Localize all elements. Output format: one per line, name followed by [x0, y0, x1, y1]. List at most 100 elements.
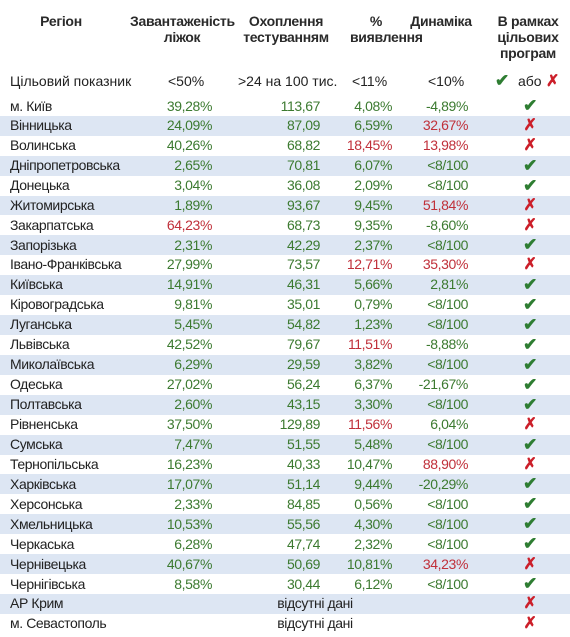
- table-row: Запорізька 2,31% 42,29 2,37% <8/100 ✔: [0, 235, 570, 255]
- detection-cell: 1,23%: [342, 314, 408, 335]
- beds-cell: 24,09%: [140, 116, 234, 136]
- dynamics-cell: -8,88%: [426, 336, 468, 353]
- detection-cell: 2,32%: [354, 535, 392, 552]
- program-status-cell: ✔: [490, 274, 570, 295]
- check-icon: ✔: [495, 71, 510, 90]
- program-status-cell: ✗: [490, 136, 570, 156]
- no-data-cell: відсутні дані: [277, 615, 353, 632]
- dynamics-cell: <8/100: [408, 155, 490, 176]
- dynamics-cell: 13,98%: [422, 137, 468, 154]
- detection-cell: 11,51%: [347, 336, 392, 353]
- table-row: Миколаївська 6,29% 29,59 3,82% <8/100 ✔: [0, 354, 570, 375]
- cross-icon: ✗: [523, 137, 537, 155]
- dynamics-cell: 6,04%: [430, 416, 468, 433]
- target-testing: >24 на 100 тис.: [238, 73, 338, 89]
- detection-cell: 4,08%: [354, 97, 392, 114]
- table-row: м. Київ 39,28% 113,67 4,08% -4,89% ✔: [0, 96, 570, 116]
- beds-cell: 3,04%: [174, 177, 212, 193]
- dynamics-cell: -8,60%: [426, 216, 468, 233]
- target-row: Цільовий показник <50% >24 на 100 тис. <…: [0, 68, 570, 94]
- detection-cell: 6,07%: [342, 155, 408, 176]
- program-status-cell: ✗: [490, 195, 570, 216]
- table-row: Полтавська 2,60% 43,15 3,30% <8/100 ✔: [0, 394, 570, 415]
- table-row: Вінницька 24,09% 87,09 6,59% 32,67% ✗: [0, 116, 570, 136]
- no-data-cell: відсутні дані: [140, 594, 490, 614]
- region-name: Львівська: [10, 336, 70, 353]
- table-row: Івано-Франківська 27,99% 73,57 12,71% 35,30%…: [0, 255, 570, 275]
- beds-cell: 1,89%: [140, 195, 234, 216]
- testing-cell: 40,33: [286, 455, 320, 472]
- check-icon: ✔: [523, 534, 537, 554]
- table-row: м. Севастополь відсутні дані ✗: [0, 614, 570, 634]
- check-icon: ✔: [523, 155, 537, 175]
- table-row: Херсонська 2,33% 84,85 0,56% <8/100 ✔: [0, 494, 570, 514]
- dynamics-cell: <8/100: [408, 514, 490, 535]
- program-status-cell: ✔: [490, 295, 570, 315]
- beds-cell: 42,52%: [166, 336, 212, 353]
- dynamics-cell: <8/100: [408, 394, 490, 415]
- beds-cell: 17,07%: [140, 474, 234, 495]
- testing-cell: 84,85: [286, 495, 320, 512]
- detection-cell: 2,37%: [342, 235, 408, 255]
- table-row: Кіровоградська 9,81% 35,01 0,79% <8/100 ✔: [0, 295, 570, 315]
- region-name: Хмельницька: [0, 514, 140, 535]
- table-row: Київська 14,91% 46,31 5,66% 2,81% ✔: [0, 274, 570, 295]
- region-name: Луганська: [0, 314, 140, 335]
- region-name: Київська: [0, 274, 140, 295]
- region-name: Житомирська: [0, 195, 140, 216]
- beds-cell: 7,47%: [140, 434, 234, 455]
- testing-cell: 36,08: [286, 177, 320, 193]
- testing-cell: 113,67: [280, 97, 321, 114]
- dynamics-cell: 88,90%: [422, 455, 468, 472]
- beds-cell: 40,26%: [166, 137, 212, 154]
- detection-cell: 6,59%: [342, 116, 408, 136]
- target-detection: <11%: [352, 73, 388, 89]
- detection-cell: 0,79%: [354, 296, 392, 313]
- table-row: Луганська 5,45% 54,82 1,23% <8/100 ✔: [0, 314, 570, 335]
- detection-cell: 12,71%: [346, 256, 392, 273]
- check-icon: ✔: [523, 494, 537, 514]
- check-icon: ✔: [523, 235, 537, 254]
- table-row: Житомирська 1,89% 93,67 9,45% 51,84% ✗: [0, 195, 570, 216]
- check-icon: ✔: [523, 474, 537, 494]
- check-icon: ✔: [523, 96, 537, 115]
- beds-cell: 2,65%: [140, 155, 234, 176]
- testing-cell: 47,74: [286, 535, 320, 552]
- check-icon: ✔: [523, 374, 537, 394]
- cross-icon: ✗: [546, 73, 560, 90]
- region-name: Дніпропетровська: [0, 155, 140, 176]
- dynamics-cell: <8/100: [427, 296, 468, 313]
- header-region: Регіон: [40, 13, 82, 29]
- table-row: АР Крим відсутні дані ✗: [0, 594, 570, 614]
- program-status-cell: ✔: [490, 434, 570, 455]
- detection-cell: 18,45%: [346, 137, 392, 154]
- program-status-cell: ✗: [490, 614, 570, 634]
- beds-cell: 37,50%: [166, 416, 212, 433]
- table-row: Донецька 3,04% 36,08 2,09% <8/100 ✔: [0, 176, 570, 196]
- program-status-cell: ✔: [490, 314, 570, 335]
- table-row: Чернівецька 40,67% 50,69 10,81% 34,23% ✗: [0, 554, 570, 574]
- testing-cell: 35,01: [286, 296, 320, 313]
- program-status-cell: ✗: [490, 415, 570, 435]
- program-status-cell: ✗: [490, 455, 570, 475]
- beds-cell: 6,29%: [140, 354, 234, 375]
- cross-icon: ✗: [523, 595, 537, 613]
- dynamics-cell: -4,89%: [426, 97, 468, 114]
- program-status-cell: ✗: [490, 594, 570, 614]
- region-name: Вінницька: [0, 116, 140, 136]
- beds-cell: 9,81%: [174, 296, 212, 313]
- testing-cell: 93,67: [234, 195, 342, 216]
- beds-cell: 27,99%: [166, 256, 212, 273]
- testing-cell: 43,15: [234, 394, 342, 415]
- beds-cell: 27,02%: [166, 376, 212, 393]
- program-status-cell: ✔: [490, 96, 570, 116]
- detection-cell: 5,48%: [342, 434, 408, 455]
- testing-cell: 46,31: [234, 274, 342, 295]
- testing-cell: 56,24: [286, 376, 320, 393]
- dynamics-cell: <8/100: [427, 535, 468, 552]
- region-name: Полтавська: [0, 394, 140, 415]
- header-beds: Завантаженість ліжок: [130, 13, 235, 45]
- program-status-cell: ✔: [490, 155, 570, 176]
- cross-icon: ✗: [523, 416, 537, 434]
- check-icon: ✔: [523, 274, 537, 294]
